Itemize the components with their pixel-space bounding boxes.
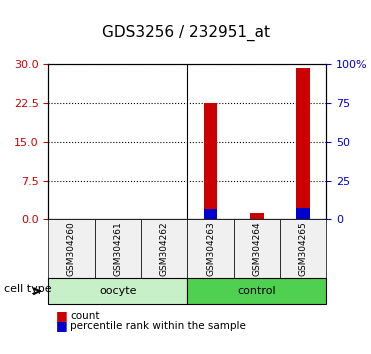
Text: cell type: cell type	[4, 284, 51, 295]
Text: oocyte: oocyte	[99, 286, 137, 296]
Text: GSM304265: GSM304265	[299, 221, 308, 276]
Text: GSM304261: GSM304261	[113, 221, 122, 276]
Text: ■: ■	[56, 319, 68, 332]
Bar	[204, 209, 217, 219]
Text: GSM304260: GSM304260	[67, 221, 76, 276]
Text: GSM304263: GSM304263	[206, 221, 215, 276]
Bar	[204, 103, 217, 219]
Text: GSM304262: GSM304262	[160, 221, 169, 276]
Bar	[250, 213, 264, 219]
Text: GSM304264: GSM304264	[252, 221, 262, 276]
Text: control: control	[237, 286, 276, 296]
Text: GDS3256 / 232951_at: GDS3256 / 232951_at	[102, 25, 269, 41]
Text: ■: ■	[56, 309, 68, 321]
Bar	[296, 68, 310, 219]
Text: percentile rank within the sample: percentile rank within the sample	[70, 321, 246, 331]
Bar	[296, 208, 310, 219]
Text: count: count	[70, 310, 100, 321]
